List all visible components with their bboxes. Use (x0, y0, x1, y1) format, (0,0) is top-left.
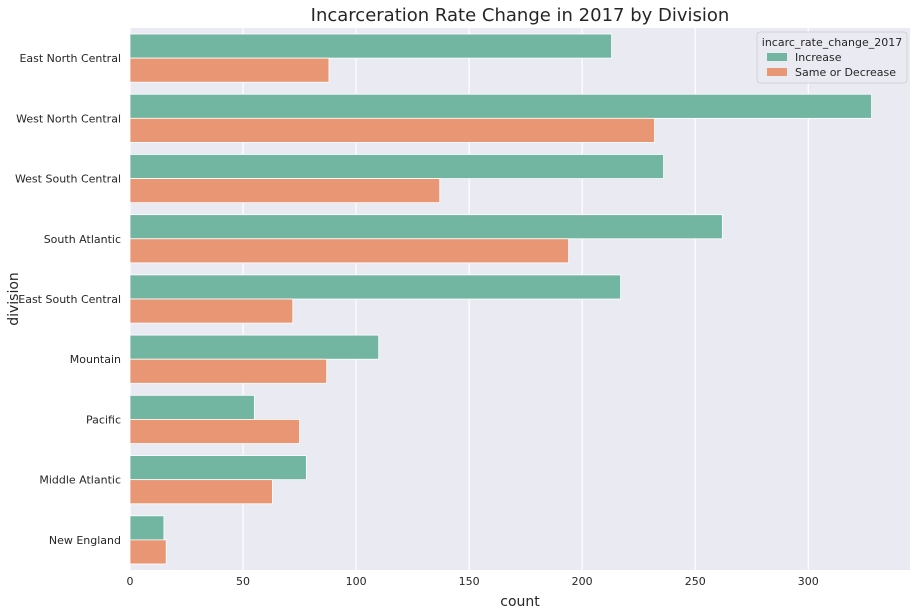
y-axis-title: division (6, 272, 22, 326)
bar-increase (129, 394, 255, 420)
x-tick-label: 50 (236, 575, 250, 588)
legend-frame (756, 31, 908, 84)
legend-label: Increase (795, 51, 842, 64)
x-tick-labels: 0 50 100 150 200 250 300 (127, 575, 819, 588)
bar-increase (129, 214, 723, 240)
bar-increase (129, 154, 664, 179)
bar-increase (129, 455, 307, 481)
bar-same-or-decrease (129, 238, 570, 264)
bar-increase (129, 334, 380, 360)
bar-increase (129, 515, 165, 541)
y-tick-label: Pacific (86, 413, 121, 426)
x-axis-title: count (500, 594, 540, 610)
bar-increase (129, 274, 622, 300)
x-tick-label: 200 (572, 575, 593, 588)
bar-increase (129, 33, 612, 59)
y-tick-label: Mountain (70, 353, 121, 366)
bar-same-or-decrease (129, 539, 167, 565)
bar-same-or-decrease (129, 419, 300, 444)
bar-same-or-decrease (129, 117, 655, 143)
x-tick-label: 0 (127, 575, 134, 588)
legend-swatch (767, 53, 787, 61)
bar-same-or-decrease (129, 57, 330, 83)
y-tick-label: Middle Atlantic (39, 474, 121, 487)
y-tick-label: West South Central (15, 173, 121, 186)
legend-label: Same or Decrease (795, 66, 896, 79)
bar-same-or-decrease (129, 178, 441, 204)
x-tick-label: 100 (346, 575, 367, 588)
y-tick-label: South Atlantic (44, 233, 121, 246)
x-tick-label: 150 (459, 575, 480, 588)
bar-same-or-decrease (129, 298, 294, 324)
x-tick-label: 250 (685, 575, 706, 588)
y-tick-label: East North Central (19, 52, 121, 65)
bar-same-or-decrease (129, 358, 328, 384)
y-tick-label: New England (49, 534, 121, 547)
bars-group (129, 33, 872, 565)
legend-swatch (767, 68, 787, 76)
bar-same-or-decrease (129, 479, 273, 505)
y-tick-label: East South Central (18, 293, 121, 306)
x-tick-label: 300 (798, 575, 819, 588)
y-tick-labels: East North Central West North Central West… (15, 52, 121, 547)
legend: incarc_rate_change_2017 Increase Same or D… (756, 31, 908, 84)
chart-title: Incarceration Rate Change in 2017 by Div… (311, 5, 730, 26)
bar-increase (129, 93, 872, 119)
legend-title: incarc_rate_change_2017 (762, 36, 902, 49)
y-tick-label: West North Central (16, 112, 121, 125)
